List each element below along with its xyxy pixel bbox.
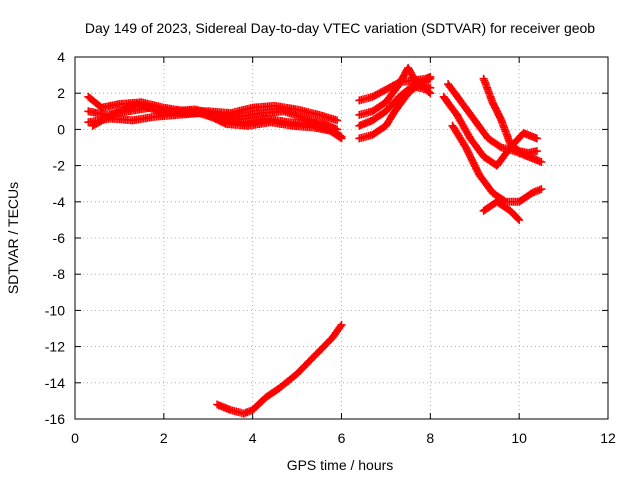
data-point-markers xyxy=(355,74,435,143)
y-tick-label: 4 xyxy=(57,49,65,65)
y-tick-label: -16 xyxy=(45,411,65,427)
y-tick-label: 0 xyxy=(57,121,65,137)
y-tick-label: -4 xyxy=(53,194,66,210)
data-point-markers xyxy=(213,320,346,418)
y-tick-label: -8 xyxy=(53,266,66,282)
grid xyxy=(75,57,608,419)
data-point-markers xyxy=(448,121,546,206)
x-tick-label: 4 xyxy=(249,430,257,446)
series-track-13 xyxy=(479,74,541,157)
series-track-14 xyxy=(479,197,524,224)
x-tick-label: 2 xyxy=(160,430,168,446)
x-axis-label: GPS time / hours xyxy=(287,457,394,473)
y-tick-label: 2 xyxy=(57,85,65,101)
axis-ticks: 0 2 4 6 8 10 12 -16 -14 -12 -10 -8 -6 -4 -2 0 2 4 xyxy=(45,49,616,446)
x-tick-label: 6 xyxy=(338,430,346,446)
y-tick-label: -12 xyxy=(45,339,65,355)
y-tick-label: -14 xyxy=(45,375,65,391)
series-track-5 xyxy=(213,320,346,418)
y-tick-label: -6 xyxy=(53,230,66,246)
chart-title: Day 149 of 2023, Sidereal Day-to-day VTE… xyxy=(85,20,595,36)
data-point-markers xyxy=(479,197,524,224)
x-tick-label: 12 xyxy=(600,430,616,446)
series-track-9 xyxy=(355,74,435,143)
x-tick-label: 10 xyxy=(511,430,527,446)
x-tick-label: 0 xyxy=(71,430,79,446)
data-point-markers xyxy=(88,100,346,141)
y-tick-label: -2 xyxy=(53,158,66,174)
series-track-4 xyxy=(88,100,346,141)
data-points xyxy=(84,63,546,418)
x-tick-label: 8 xyxy=(426,430,434,446)
y-tick-label: -10 xyxy=(45,302,65,318)
series-track-12 xyxy=(448,121,546,206)
y-axis-label: SDTVAR / TECUs xyxy=(5,182,21,294)
data-point-markers xyxy=(479,74,541,157)
